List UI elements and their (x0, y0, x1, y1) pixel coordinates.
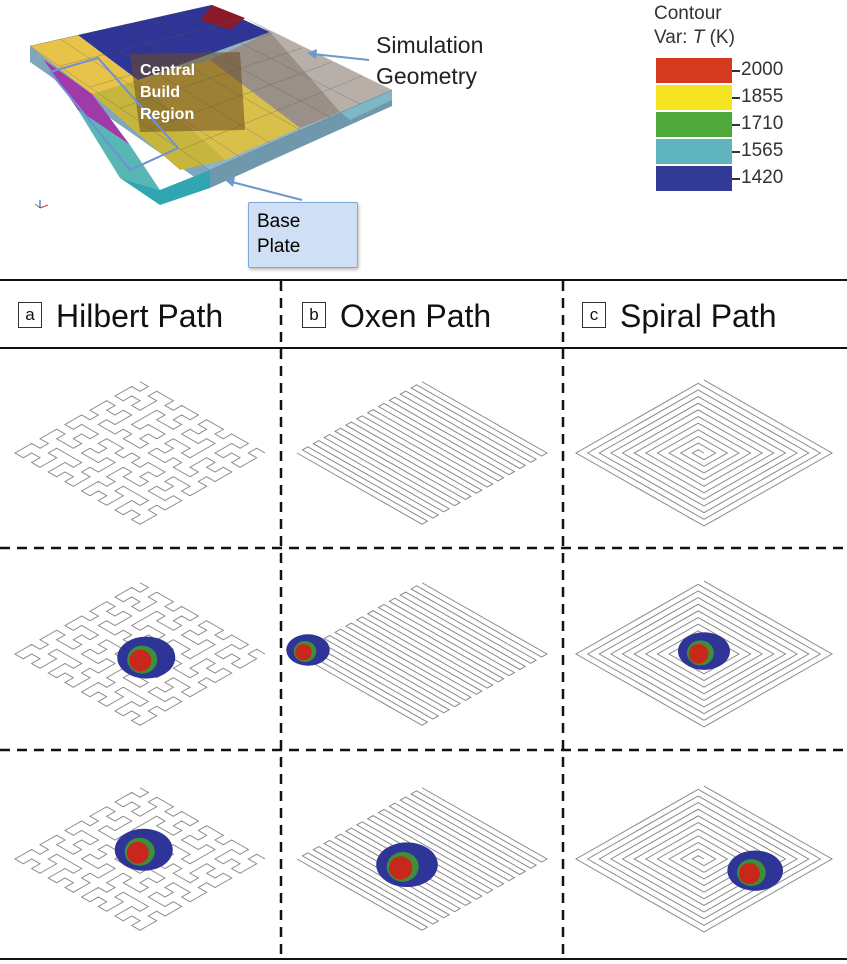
legend-swatch (656, 85, 732, 110)
scan-path-line (13, 381, 266, 525)
melt-pool (114, 828, 173, 871)
melt-pool-core (129, 649, 152, 672)
legend-value: 1420 (741, 167, 784, 188)
legend-tick (732, 178, 740, 180)
melt-pool (376, 842, 438, 888)
scan-path-panel (13, 582, 266, 726)
legend-value: 1565 (741, 140, 784, 161)
column-title-oxen: Oxen Path (340, 298, 492, 334)
panel-letter-b: b (302, 301, 326, 328)
melt-pool (286, 634, 330, 666)
simulation-geometry-label: Simulation Geometry (376, 32, 484, 89)
legend-variable: Var: T (K) (654, 27, 735, 48)
scan-path-panel (296, 381, 549, 525)
legend-title: Contour (654, 3, 722, 24)
scan-path-line (574, 785, 834, 933)
legend-value: 1710 (741, 113, 784, 134)
melt-pool-core (295, 644, 312, 661)
panel-letter-a: a (18, 301, 42, 328)
legend-swatch (656, 139, 732, 164)
column-header-hilbert: a Hilbert Path (18, 298, 223, 335)
geometry-render (29, 4, 393, 209)
melt-pool-core (738, 862, 760, 885)
column-header-oxen: b Oxen Path (302, 298, 491, 335)
base-plate-arrow (225, 177, 303, 201)
legend-swatch (656, 112, 732, 137)
legend-tick (732, 97, 740, 99)
simulation-geometry-figure: Central Build Region Border (Powder) Sim… (0, 0, 847, 272)
legend-swatch (656, 58, 732, 83)
melt-pool (117, 636, 176, 679)
scan-path-panel (574, 785, 834, 933)
scan-path-panel (574, 580, 834, 728)
panel-letter-c: c (582, 301, 606, 328)
scan-path-line (296, 381, 549, 525)
scan-path-panel (13, 381, 266, 525)
legend-tick (732, 151, 740, 153)
scan-path-line (296, 787, 549, 931)
scan-path-line (574, 379, 834, 527)
legend-tick (732, 124, 740, 126)
scan-path-panel (296, 787, 549, 931)
melt-pool-core (688, 643, 709, 664)
scan-path-panel (574, 379, 834, 527)
melt-pool-core (126, 841, 149, 864)
base-plate-label: Base Plate (248, 202, 358, 268)
column-title-spiral: Spiral Path (620, 298, 777, 334)
column-header-spiral: c Spiral Path (582, 298, 777, 335)
legend-value: 2000 (741, 59, 784, 80)
scan-path-line (296, 582, 549, 726)
melt-pool-core (388, 856, 413, 880)
simulation-arrow (307, 49, 370, 61)
legend-value: 1855 (741, 86, 784, 107)
column-title-hilbert: Hilbert Path (56, 298, 224, 334)
legend-swatch (656, 166, 732, 191)
legend-tick (732, 70, 740, 72)
contour-legend: Contour Var: T (K) 2000 1855 1710 1565 1420 (628, 0, 843, 200)
melt-pool (727, 850, 784, 891)
central-build-region-label: Central Build Region (140, 62, 196, 123)
melt-pool (678, 632, 730, 670)
scan-path-panel (13, 787, 266, 931)
scan-path-panel (286, 582, 549, 726)
